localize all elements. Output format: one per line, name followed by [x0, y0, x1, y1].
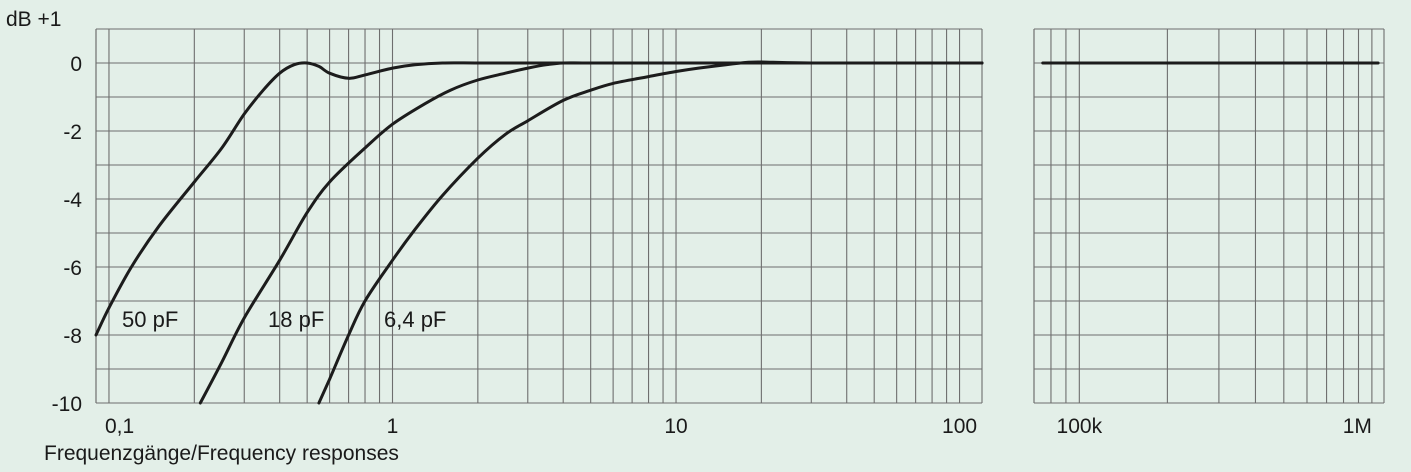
series-line-2: [317, 60, 984, 405]
curve-label-6-4pf: 6,4 pF: [384, 307, 446, 332]
series-line-1: [198, 61, 984, 405]
y-axis-unit-label: dB +1: [6, 8, 61, 31]
x-tick-label: 0,1: [105, 415, 134, 438]
x-tick-label: 1: [387, 415, 399, 438]
chart-caption: Frequenzgänge/Frequency responses: [44, 442, 399, 465]
y-tick-label: -2: [63, 121, 82, 144]
curve-series: [94, 60, 1380, 405]
curve-label-18pf: 18 pF: [268, 307, 324, 332]
y-tick-label: -6: [63, 257, 82, 280]
left-panel-grid: [95, 28, 983, 404]
y-tick-label: -8: [63, 325, 82, 348]
right-panel-grid: [1033, 28, 1385, 404]
x-tick-label: 100: [942, 415, 977, 438]
x-tick-label: 10: [664, 415, 687, 438]
x-axis-tick-labels: 0,1 1 10 100 100k 1M: [105, 415, 1372, 438]
y-tick-label: 0: [70, 53, 82, 76]
y-tick-label: -10: [52, 393, 82, 416]
x-tick-label: 1M: [1343, 415, 1372, 438]
y-tick-label: -4: [63, 189, 82, 212]
x-tick-label: 100k: [1057, 415, 1103, 438]
y-axis-tick-labels: 0 -2 -4 -6 -8 -10: [52, 53, 83, 416]
curve-label-50pf: 50 pF: [122, 307, 178, 332]
